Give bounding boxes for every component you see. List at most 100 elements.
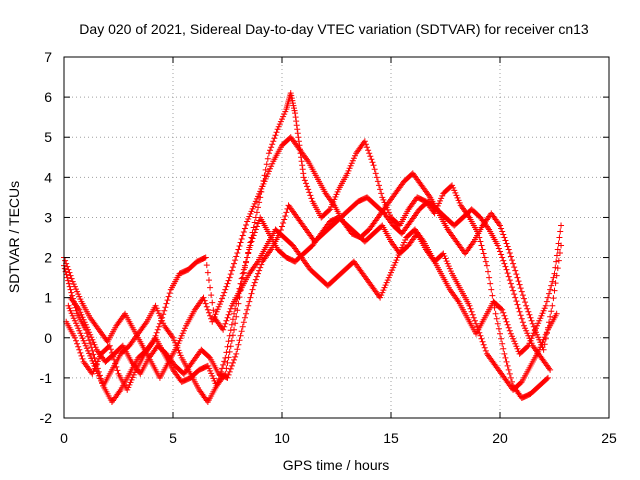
data-point-marker	[482, 347, 489, 354]
data-point-marker	[207, 312, 214, 319]
data-point-marker	[68, 289, 75, 296]
data-point-marker	[235, 341, 242, 348]
data-point-marker	[237, 332, 244, 339]
data-point-marker	[276, 230, 283, 237]
data-point-marker	[225, 371, 232, 378]
data-point-marker	[399, 242, 406, 249]
data-point-marker	[505, 273, 512, 280]
data-point-marker	[394, 254, 401, 261]
series-track-b	[65, 214, 560, 405]
data-point-marker	[542, 335, 549, 342]
data-point-marker	[450, 184, 457, 191]
data-point-marker	[352, 152, 359, 159]
data-point-marker	[227, 365, 234, 372]
data-point-marker	[71, 334, 78, 341]
data-point-marker	[441, 253, 448, 260]
data-point-marker	[231, 260, 238, 267]
data-point-marker	[502, 354, 509, 361]
data-point-marker	[161, 307, 168, 314]
data-point-marker	[534, 322, 541, 329]
data-point-marker	[245, 215, 252, 222]
data-point-marker	[224, 314, 231, 321]
data-point-marker	[372, 170, 379, 177]
data-point-marker	[76, 293, 83, 300]
data-point-marker	[524, 305, 531, 312]
data-point-marker	[163, 300, 170, 307]
data-point-marker	[497, 330, 503, 337]
data-point-marker	[499, 306, 506, 313]
data-point-marker	[536, 317, 543, 324]
data-point-marker	[151, 335, 158, 342]
data-point-marker	[90, 360, 97, 367]
data-point-marker	[480, 341, 487, 348]
data-point-marker	[535, 320, 542, 327]
data-point-marker	[453, 192, 460, 199]
data-point-marker	[467, 305, 474, 312]
data-point-marker	[72, 286, 79, 293]
data-point-marker	[245, 250, 252, 257]
data-point-marker	[201, 255, 208, 262]
data-point-marker	[348, 160, 355, 167]
data-point-marker	[88, 355, 95, 362]
data-point-marker	[232, 257, 239, 264]
data-point-marker	[241, 262, 248, 269]
data-point-marker	[501, 260, 508, 267]
data-point-marker	[222, 320, 229, 327]
data-point-marker	[439, 192, 446, 199]
data-point-marker	[222, 354, 229, 361]
data-point-marker	[290, 105, 297, 112]
data-point-marker	[65, 280, 72, 287]
data-point-marker	[374, 178, 381, 185]
data-point-marker	[503, 318, 510, 325]
data-point-marker	[88, 334, 95, 341]
data-point-marker	[225, 354, 232, 361]
data-point-marker	[180, 327, 187, 334]
data-point-marker	[347, 162, 354, 169]
data-point-marker	[224, 343, 231, 350]
data-point-marker	[554, 265, 561, 272]
data-points	[61, 90, 565, 405]
data-point-marker	[506, 370, 513, 377]
data-point-marker	[500, 345, 507, 352]
data-point-marker	[537, 339, 544, 346]
data-point-marker	[107, 346, 114, 353]
data-point-marker	[292, 110, 299, 117]
data-point-marker	[228, 321, 235, 328]
y-tick-label: 7	[44, 49, 52, 65]
data-point-marker	[470, 314, 477, 321]
data-point-marker	[270, 138, 277, 145]
data-point-marker	[477, 332, 484, 339]
data-point-marker	[214, 306, 221, 313]
data-point-marker	[495, 245, 502, 252]
data-point-marker	[556, 250, 563, 257]
data-point-marker	[525, 308, 532, 315]
data-point-marker	[83, 345, 90, 352]
data-point-marker	[389, 267, 396, 274]
data-point-marker	[551, 287, 558, 294]
data-point-marker	[77, 330, 84, 337]
data-point-marker	[174, 342, 181, 349]
data-point-marker	[511, 291, 518, 298]
data-point-marker	[504, 243, 511, 250]
data-point-marker	[232, 353, 239, 360]
data-point-marker	[511, 338, 518, 345]
data-point-marker	[555, 257, 562, 264]
data-point-marker	[361, 138, 368, 145]
data-point-marker	[390, 264, 397, 271]
data-point-marker	[234, 346, 241, 353]
data-point-marker	[228, 362, 235, 369]
data-point-marker	[455, 197, 462, 204]
data-point-marker	[236, 243, 243, 250]
data-point-marker	[380, 287, 387, 294]
data-point-marker	[505, 246, 512, 253]
data-point-marker	[478, 335, 485, 342]
data-point-marker	[213, 308, 220, 315]
data-point-marker	[515, 278, 522, 285]
data-point-marker	[498, 335, 505, 342]
data-point-marker	[213, 382, 220, 389]
data-point-marker	[256, 267, 263, 274]
data-point-marker	[547, 313, 554, 320]
data-point-marker	[205, 353, 212, 360]
data-point-marker	[504, 362, 511, 369]
